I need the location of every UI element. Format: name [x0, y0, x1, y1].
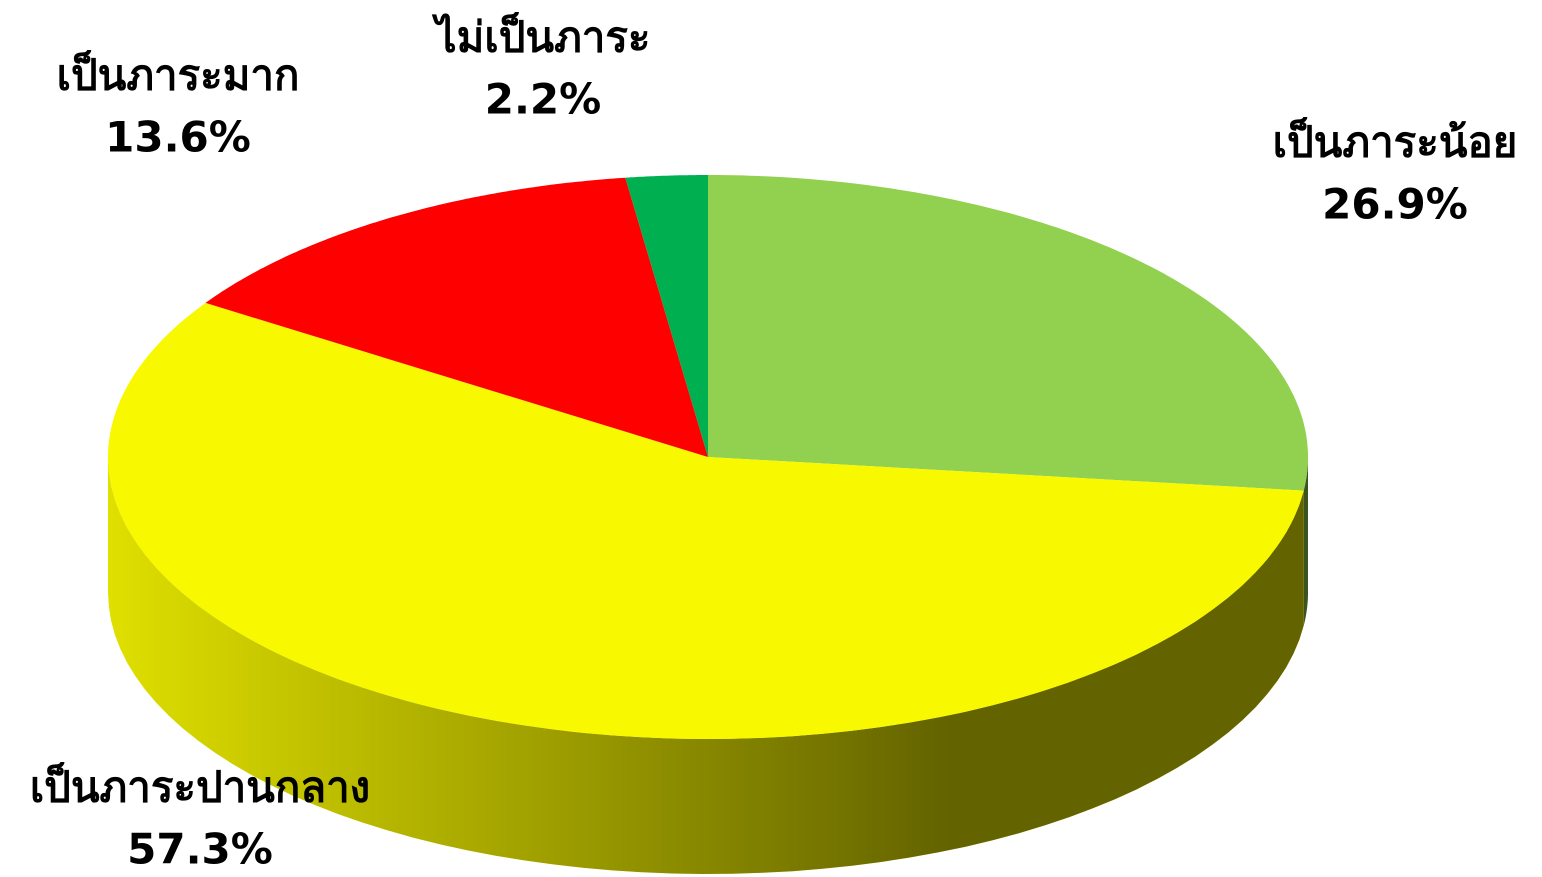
- pie-slice: [205, 177, 708, 457]
- pie-tops: [108, 175, 1308, 739]
- value-label: 2.2%: [485, 75, 601, 124]
- pie-side-shade: [1303, 457, 1308, 626]
- value-label: 13.6%: [105, 113, 251, 162]
- slice-label: เป็นภาระน้อย: [1273, 117, 1518, 167]
- value-label: 57.3%: [127, 825, 273, 874]
- slice-label: ไม่เป็นภาระ: [432, 12, 651, 62]
- labels: เป็นภาระน้อย 26.9% เป็นภาระปานกลาง 57.3% เป็…: [30, 12, 1518, 874]
- pie-side-shade: [108, 457, 1304, 874]
- pie-slice: [708, 175, 1308, 491]
- pie-slice: [108, 302, 1304, 739]
- pie-sides: [108, 457, 1308, 874]
- pie-slice: [625, 175, 708, 457]
- value-label: 26.9%: [1322, 180, 1468, 229]
- slice-label: เป็นภาระมาก: [57, 50, 300, 100]
- slice-label: เป็นภาระปานกลาง: [30, 762, 370, 812]
